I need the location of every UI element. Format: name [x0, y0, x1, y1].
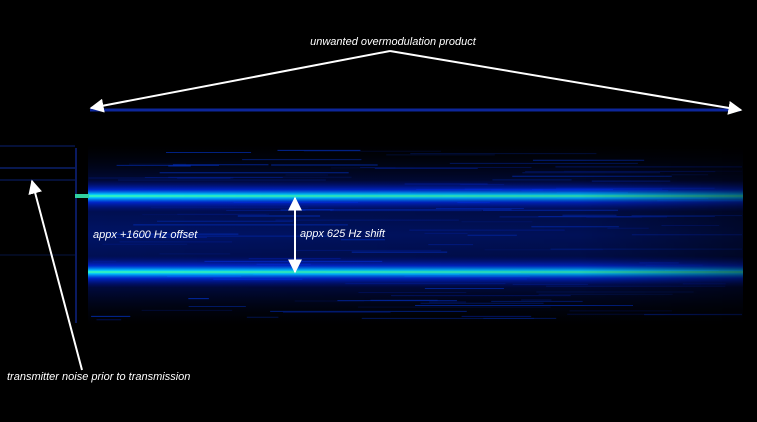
arrow — [89, 50, 391, 113]
spectrogram — [0, 108, 743, 325]
annotation: appx +1600 Hz offset — [93, 229, 198, 241]
annotation: unwanted overmodulation product — [310, 36, 477, 48]
arrow — [28, 179, 83, 371]
mark-tone — [88, 180, 743, 212]
space-tone — [88, 256, 743, 288]
annotation: appx 625 Hz shift — [300, 228, 386, 240]
start-edge — [75, 148, 77, 323]
annotation: transmitter noise prior to transmission — [7, 371, 190, 383]
carrier-start — [75, 194, 89, 198]
arrow — [389, 50, 743, 115]
